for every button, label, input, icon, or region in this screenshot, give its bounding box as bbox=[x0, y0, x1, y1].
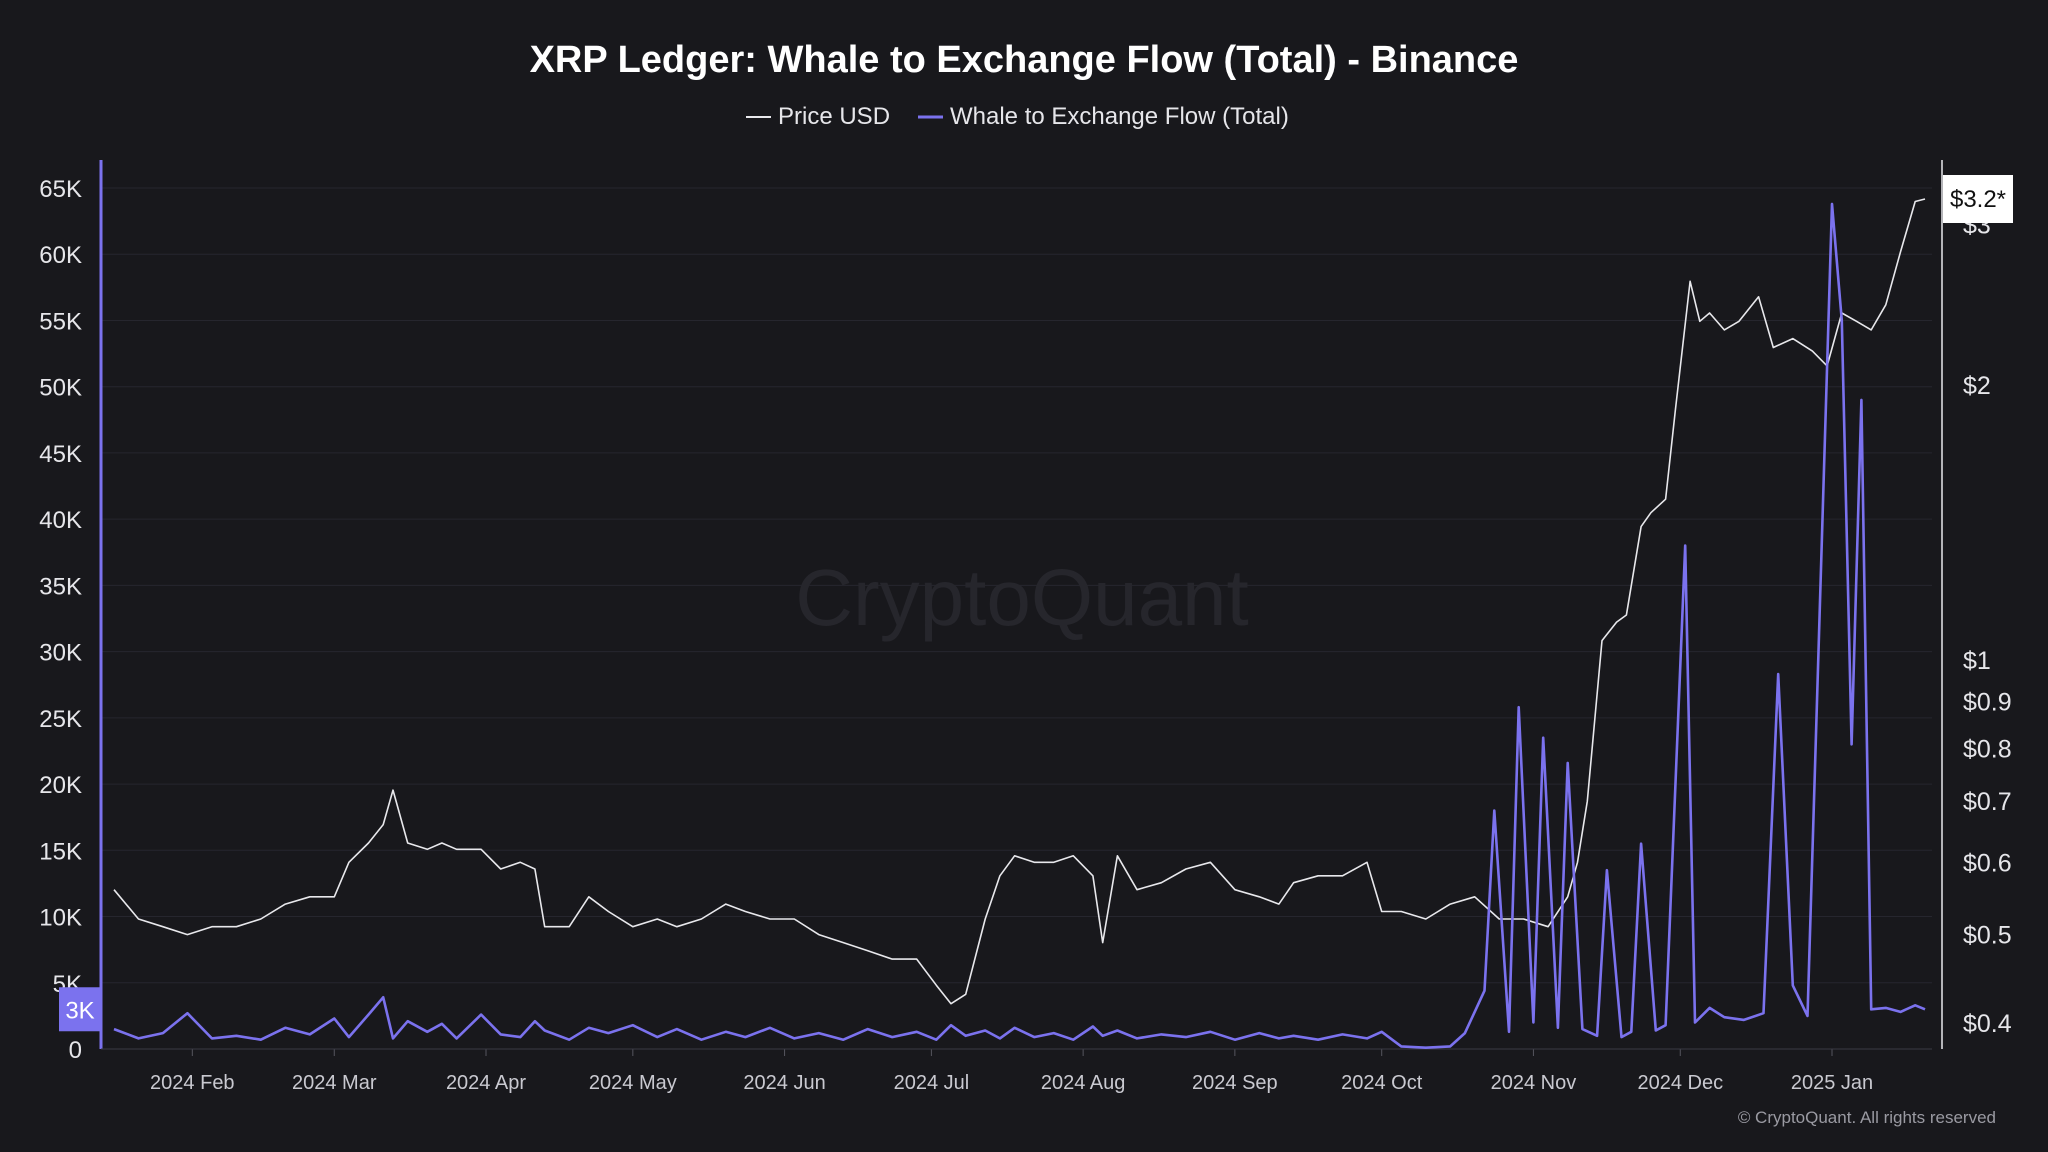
series-price-line[interactable] bbox=[113, 198, 1926, 1005]
chart-title: XRP Ledger: Whale to Exchange Flow (Tota… bbox=[530, 39, 1519, 81]
legend-price-label[interactable]: Price USD bbox=[778, 103, 890, 130]
y-tick-label: 10K bbox=[39, 905, 82, 932]
x-tick-label: 2024 Dec bbox=[1637, 1072, 1723, 1094]
x-tick-label: 2024 May bbox=[589, 1072, 677, 1094]
x-tick-label: 2024 Sep bbox=[1192, 1072, 1278, 1094]
y2-tick-label: $0.6 bbox=[1963, 849, 2012, 877]
y2-tick-label: $0.8 bbox=[1963, 735, 2012, 763]
y-tick-label: 60K bbox=[39, 242, 82, 269]
y-tick-label: 15K bbox=[39, 838, 82, 865]
x-tick-label: 2024 Jul bbox=[894, 1072, 970, 1094]
x-tick-label: 2024 Nov bbox=[1491, 1072, 1577, 1094]
y2-tick-label: $0.9 bbox=[1963, 689, 2012, 717]
current-price-badge-bg bbox=[1943, 175, 2013, 223]
y-tick-label: 20K bbox=[39, 772, 82, 799]
y2-tick-label: $0.7 bbox=[1963, 788, 2012, 816]
y2-tick-label: $2 bbox=[1963, 372, 1991, 400]
y-tick-label: 45K bbox=[39, 441, 82, 468]
current-flow-badge: 3K bbox=[59, 987, 101, 1032]
x-tick-label: 2024 Mar bbox=[292, 1072, 377, 1094]
series-flow-line[interactable] bbox=[113, 202, 1926, 1049]
x-tick-label: 2025 Jan bbox=[1791, 1072, 1873, 1094]
y2-tick-label: $0.4 bbox=[1963, 1010, 2012, 1038]
x-axis-ticks: 2024 Feb 2024 Mar 2024 Apr 2024 May 2024 Jun… bbox=[150, 1049, 1873, 1094]
y-tick-label: 55K bbox=[39, 308, 82, 335]
current-price-value: $3.2* bbox=[1950, 186, 2006, 213]
watermark: CryptoQuant bbox=[795, 553, 1249, 642]
y-tick-label: 40K bbox=[39, 507, 82, 534]
y2-tick-label: $1 bbox=[1963, 647, 1991, 675]
x-tick-label: 2024 Feb bbox=[150, 1072, 235, 1094]
x-tick-label: 2024 Aug bbox=[1041, 1072, 1126, 1094]
y-tick-label: 0 bbox=[69, 1037, 82, 1064]
right-axis-ticks: $0.4$0.5$0.6$0.7$0.8$0.9$1$2$3 bbox=[1963, 212, 2012, 1038]
legend-flow-label[interactable]: Whale to Exchange Flow (Total) bbox=[950, 103, 1289, 130]
current-price-badge: $3.2* bbox=[1943, 175, 2013, 223]
current-flow-badge-bg bbox=[59, 987, 101, 1032]
y-tick-label: 65K bbox=[39, 176, 82, 203]
y-tick-label: 35K bbox=[39, 573, 82, 600]
x-tick-label: 2024 Oct bbox=[1341, 1072, 1423, 1094]
y-tick-label: 30K bbox=[39, 640, 82, 667]
gridlines bbox=[101, 187, 1932, 984]
x-tick-label: 2024 Apr bbox=[446, 1072, 526, 1094]
current-flow-value: 3K bbox=[65, 997, 94, 1024]
y-tick-label: 25K bbox=[39, 706, 82, 733]
x-tick-label: 2024 Jun bbox=[743, 1072, 825, 1094]
y2-tick-label: $0.5 bbox=[1963, 922, 2012, 950]
copyright: © CryptoQuant. All rights reserved bbox=[1738, 1108, 1996, 1127]
legend[interactable]: Price USD Whale to Exchange Flow (Total) bbox=[746, 103, 1289, 130]
y-tick-label: 50K bbox=[39, 375, 82, 402]
